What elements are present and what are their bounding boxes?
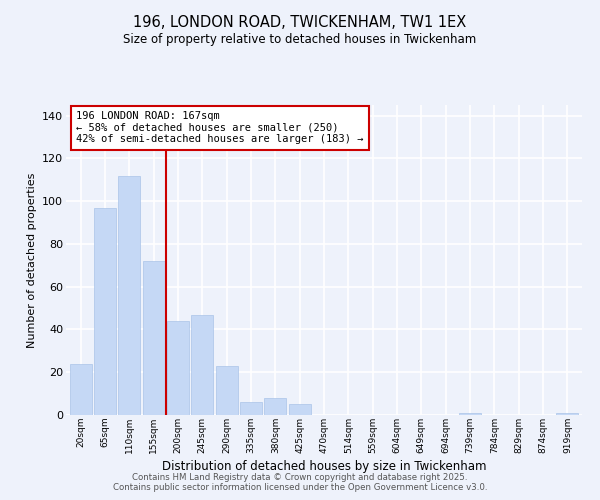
Bar [94,208,116,415]
Bar [215,366,238,415]
X-axis label: Distribution of detached houses by size in Twickenham: Distribution of detached houses by size … [162,460,486,472]
Text: 196 LONDON ROAD: 167sqm
← 58% of detached houses are smaller (250)
42% of semi-d: 196 LONDON ROAD: 167sqm ← 58% of detache… [76,111,364,144]
Text: Size of property relative to detached houses in Twickenham: Size of property relative to detached ho… [124,32,476,46]
Bar [556,413,578,415]
Bar [459,413,481,415]
Text: Contains public sector information licensed under the Open Government Licence v3: Contains public sector information licen… [113,484,487,492]
Bar [191,314,213,415]
Bar [70,364,92,415]
Bar [118,176,140,415]
Bar [265,398,286,415]
Text: 196, LONDON ROAD, TWICKENHAM, TW1 1EX: 196, LONDON ROAD, TWICKENHAM, TW1 1EX [133,15,467,30]
Bar [143,261,164,415]
Bar [167,321,189,415]
Bar [240,402,262,415]
Text: Contains HM Land Registry data © Crown copyright and database right 2025.: Contains HM Land Registry data © Crown c… [132,474,468,482]
Bar [289,404,311,415]
Y-axis label: Number of detached properties: Number of detached properties [26,172,37,348]
